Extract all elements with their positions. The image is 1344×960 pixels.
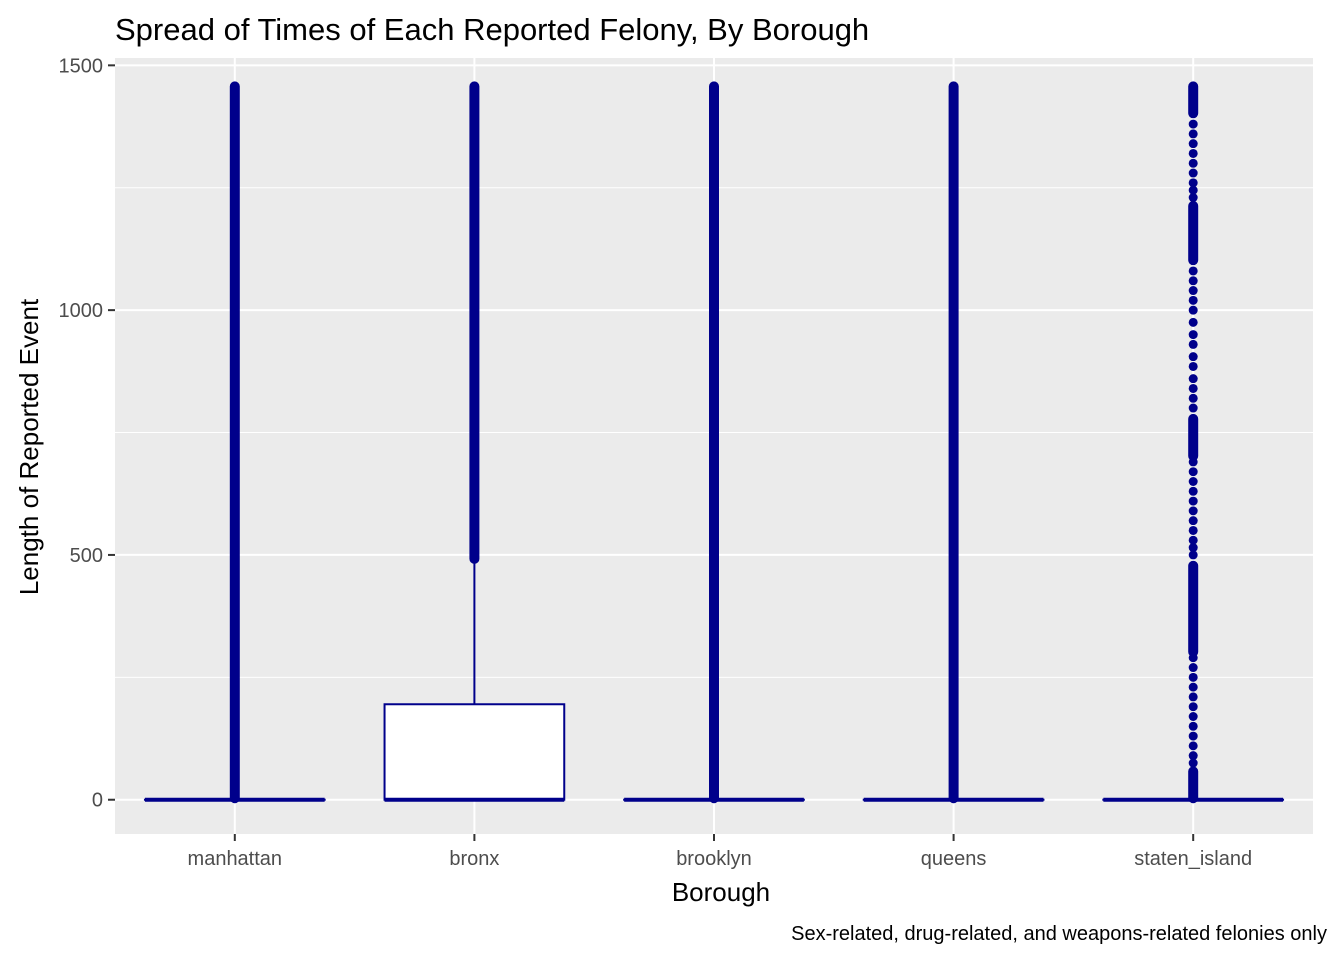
outlier-point-staten_island [1188,295,1198,305]
outlier-point-staten_island [1188,266,1198,276]
y-tick-label: 500 [70,545,103,567]
outlier-point-staten_island [1188,393,1198,403]
outlier-point-staten_island [1188,129,1198,139]
outlier-point-staten_island [1188,721,1198,731]
outlier-point-staten_island [1188,751,1198,761]
outlier-cluster-staten_island [1188,413,1199,462]
outlier-point-staten_island [1188,286,1198,296]
outlier-point-staten_island [1188,352,1198,362]
x-axis-title: Borough [672,877,770,907]
outlier-point-staten_island [1188,550,1198,560]
outlier-point-staten_island [1188,276,1198,286]
outlier-point-staten_island [1188,305,1198,315]
outlier-point-staten_island [1188,741,1198,751]
outlier-cluster-staten_island [1188,766,1199,804]
x-tick-label: brooklyn [676,848,752,870]
y-tick-label: 0 [92,790,103,812]
outlier-point-staten_island [1188,486,1198,496]
outlier-point-staten_island [1188,339,1198,349]
outlier-point-staten_island [1188,506,1198,516]
x-tick-label: manhattan [188,848,283,870]
outlier-point-staten_island [1188,653,1198,663]
outlier-point-staten_island [1188,467,1198,477]
outlier-point-staten_island [1188,383,1198,393]
outlier-point-staten_island [1188,317,1198,327]
outlier-point-staten_island [1188,361,1198,371]
y-tick-label: 1000 [59,300,104,322]
outlier-point-staten_island [1188,672,1198,682]
outlier-point-staten_island [1188,496,1198,506]
outlier-cluster-brooklyn [709,81,719,804]
x-tick-label: staten_island [1134,848,1252,870]
outlier-point-staten_island [1188,758,1198,768]
chart-title: Spread of Times of Each Reported Felony,… [115,12,869,47]
outlier-point-staten_island [1188,543,1198,553]
outlier-point-staten_island [1188,148,1198,158]
outlier-point-staten_island [1188,330,1198,340]
outlier-point-staten_island [1188,119,1198,129]
outlier-point-staten_island [1188,663,1198,673]
outlier-cluster-bronx [469,81,480,564]
outlier-point-staten_island [1188,702,1198,712]
outlier-point-staten_island [1188,516,1198,526]
outlier-cluster-queens [948,81,959,804]
x-tick-label: queens [921,848,987,870]
x-tick-label: bronx [449,848,499,870]
outlier-cluster-manhattan [229,81,240,804]
y-axis-title: Length of Reported Event [14,298,44,595]
chart-caption: Sex-related, drug-related, and weapons-r… [791,923,1327,945]
outlier-cluster-staten_island [1188,560,1199,657]
outlier-point-staten_island [1188,178,1198,188]
outlier-point-staten_island [1188,525,1198,535]
outlier-point-staten_island [1188,158,1198,168]
outlier-point-staten_island [1188,476,1198,486]
outlier-point-staten_island [1188,457,1198,467]
outlier-point-staten_island [1188,692,1198,702]
outlier-point-staten_island [1188,139,1198,149]
y-tick-label: 1500 [59,55,104,77]
outlier-cluster-staten_island [1188,200,1199,266]
outlier-point-staten_island [1188,731,1198,741]
outlier-point-staten_island [1188,711,1198,721]
box-bronx [383,703,566,801]
outlier-point-staten_island [1188,185,1198,195]
outlier-point-staten_island [1188,403,1198,413]
outlier-point-staten_island [1188,682,1198,692]
outlier-point-staten_island [1188,168,1198,178]
outlier-point-staten_island [1188,193,1198,203]
outlier-cluster-staten_island [1188,81,1199,119]
outlier-point-staten_island [1188,535,1198,545]
outlier-point-staten_island [1188,374,1198,384]
